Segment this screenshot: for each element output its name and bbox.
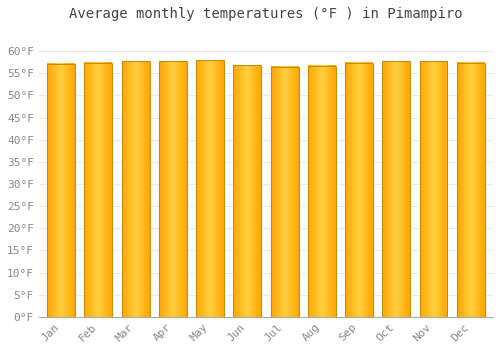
Bar (420, 61, 448, 317)
Bar (457, 63, 484, 317)
Bar (382, 61, 410, 317)
Bar (122, 61, 150, 317)
Bar (196, 61, 224, 317)
Bar (345, 63, 373, 317)
Bar (234, 65, 262, 317)
Bar (270, 67, 298, 317)
Title: Average monthly temperatures (°F ) in Pimampiro: Average monthly temperatures (°F ) in Pi… (69, 7, 462, 21)
Bar (84, 63, 112, 317)
Bar (47, 64, 75, 317)
Bar (308, 66, 336, 317)
Bar (159, 61, 187, 317)
